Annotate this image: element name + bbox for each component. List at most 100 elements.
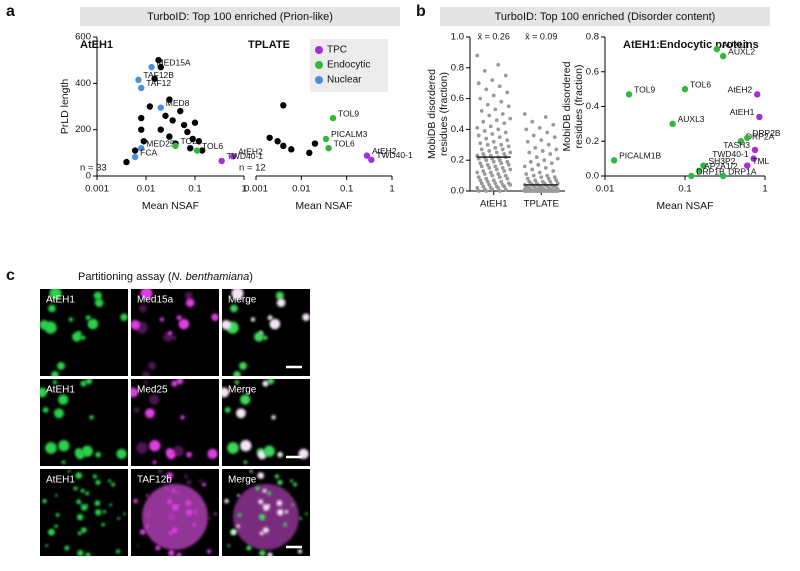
strip-point	[493, 164, 498, 169]
strip-point	[524, 189, 529, 193]
point-label: TML	[752, 156, 769, 166]
legend-swatch	[315, 46, 323, 54]
strip-point	[503, 173, 508, 178]
spot	[231, 289, 244, 300]
channel-label: TAF12b	[137, 475, 172, 486]
strip-point	[490, 173, 495, 178]
micrograph-bg	[131, 289, 219, 376]
strip-point	[508, 182, 513, 187]
spot	[149, 394, 160, 405]
spot	[117, 517, 121, 520]
point	[131, 153, 139, 161]
point	[274, 138, 281, 145]
spot	[140, 529, 146, 535]
spot	[271, 415, 276, 420]
strip-point	[478, 141, 483, 146]
strip-point	[502, 121, 507, 126]
strip-point	[552, 175, 557, 180]
strip-point	[484, 136, 489, 141]
point	[325, 145, 332, 152]
strip-point	[475, 186, 480, 190]
strip-point	[488, 124, 493, 129]
spot	[180, 415, 185, 420]
strip-point	[502, 184, 507, 189]
spot	[207, 448, 218, 460]
spot	[54, 524, 58, 528]
strip-point	[484, 87, 489, 92]
spot	[230, 304, 238, 313]
y-tick-label: 1.0	[451, 32, 464, 43]
strip-point	[539, 175, 544, 180]
spot	[102, 510, 107, 514]
spot	[85, 552, 91, 556]
spot	[258, 499, 264, 505]
strip-point	[508, 150, 513, 155]
strip-point	[487, 113, 492, 118]
point	[157, 104, 164, 111]
strip-point	[494, 167, 499, 172]
spot	[80, 488, 85, 493]
spot	[239, 362, 247, 370]
strip-point	[475, 53, 480, 58]
spot	[284, 510, 289, 514]
spot	[92, 474, 97, 479]
spot	[263, 445, 275, 457]
point	[123, 158, 130, 166]
point	[322, 135, 330, 143]
spot	[250, 317, 256, 322]
strip-point	[499, 179, 504, 184]
point-label: AtEH1	[730, 107, 755, 117]
strip-point	[540, 149, 545, 153]
point	[138, 114, 145, 122]
y-tick-label: 0.8	[586, 32, 599, 43]
point	[288, 146, 295, 153]
micrograph	[131, 289, 219, 376]
strip-point	[537, 170, 542, 175]
strip-point	[508, 116, 513, 121]
spot	[171, 527, 178, 534]
point	[754, 91, 761, 98]
point	[744, 134, 751, 141]
strip-point	[482, 68, 487, 73]
strip-point	[508, 167, 513, 172]
spot	[267, 552, 273, 556]
spot	[262, 488, 267, 493]
strip-point	[497, 158, 502, 163]
point	[148, 63, 155, 71]
spot	[120, 313, 128, 322]
strip-point	[481, 119, 486, 124]
assay-title: Partitioning assay (N. benthamiana)	[78, 271, 253, 283]
strip-point	[528, 159, 533, 164]
strip-point	[484, 189, 489, 193]
y-tick-label: 400	[75, 78, 91, 89]
chart-title: AtEH1	[80, 39, 113, 51]
header: TurboID: Top 100 enriched (Prion-like)	[147, 11, 333, 23]
spot	[42, 407, 49, 413]
spot	[61, 460, 66, 465]
y-tick-label: 0.8	[451, 62, 464, 73]
header-bar	[440, 7, 770, 26]
point-label: AP2A1/2	[704, 161, 738, 171]
spot	[89, 415, 94, 420]
spot	[276, 298, 286, 308]
point	[135, 76, 142, 84]
spot	[54, 408, 64, 419]
point	[756, 113, 763, 121]
strip-point	[531, 173, 536, 178]
point	[688, 172, 695, 180]
point	[713, 45, 721, 53]
spot	[108, 479, 112, 483]
point-label: AtEH2	[372, 146, 397, 156]
spot	[94, 500, 101, 506]
y-tick-label: 0.0	[586, 171, 599, 182]
channel-label: Med25	[137, 385, 168, 396]
spot	[168, 531, 173, 536]
spot	[75, 472, 83, 479]
strip-point	[478, 161, 483, 166]
spot	[155, 545, 161, 551]
channel-label: AtEH1	[46, 295, 75, 306]
spot	[178, 318, 190, 330]
point-label: PICALM1B	[619, 151, 661, 161]
strip-point	[554, 178, 559, 183]
point	[218, 157, 225, 165]
